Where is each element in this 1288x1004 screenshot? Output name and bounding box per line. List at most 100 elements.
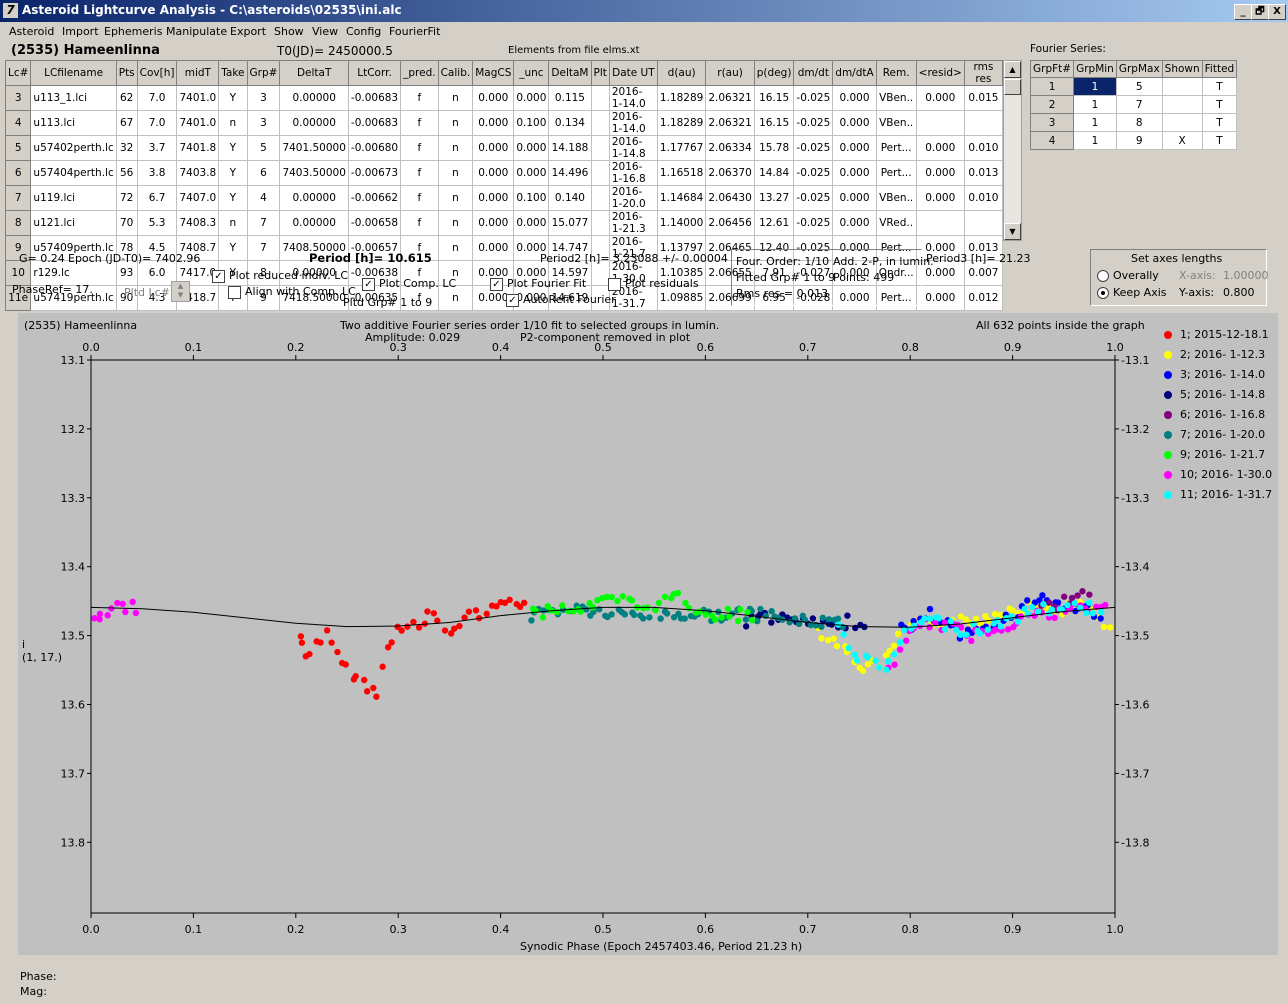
lc-cell[interactable]: 2016- 1-14.8 xyxy=(608,135,658,161)
lc-cell[interactable]: 14.619 xyxy=(548,285,592,311)
lc-cell[interactable]: n xyxy=(437,135,474,161)
fourier-cell[interactable]: X xyxy=(1161,131,1203,150)
fourier-cell[interactable] xyxy=(1161,95,1203,114)
lc-cell[interactable]: 0.00000 xyxy=(279,185,349,211)
lc-cell[interactable]: 7 xyxy=(246,235,281,261)
lc-cell[interactable]: 0.134 xyxy=(548,110,592,136)
lc-col-header[interactable]: DeltaT xyxy=(279,60,349,86)
lc-cell[interactable]: 6.95 xyxy=(753,285,795,311)
lc-cell[interactable]: 2.06370 xyxy=(705,160,755,186)
lc-col-header[interactable]: Grp# xyxy=(246,60,281,86)
lc-col-header[interactable]: dm/dtA xyxy=(832,60,877,86)
lc-cell[interactable] xyxy=(590,110,610,136)
fourier-cell[interactable]: T xyxy=(1201,95,1238,114)
lc-row-header[interactable]: 6 xyxy=(4,160,32,186)
keep-axis-radio[interactable]: Keep Axis xyxy=(1097,286,1167,299)
fourier-cell[interactable]: 5 xyxy=(1115,77,1163,96)
lc-cell[interactable]: 14.597 xyxy=(548,260,592,286)
lc-cell[interactable]: 0.00000 xyxy=(279,210,349,236)
fourier-cell[interactable] xyxy=(1161,77,1203,96)
lc-cell[interactable] xyxy=(963,210,1004,236)
menu-view[interactable]: View xyxy=(312,25,339,38)
scroll-down-icon[interactable]: ▼ xyxy=(1004,223,1021,240)
lc-cell[interactable]: 5.3 xyxy=(136,210,178,236)
lc-cell[interactable]: n xyxy=(437,235,474,261)
lc-col-header[interactable]: Take xyxy=(218,60,248,86)
lc-cell[interactable]: n xyxy=(437,160,474,186)
lc-cell[interactable]: 0.000 xyxy=(472,210,515,236)
lc-cell[interactable]: 12.61 xyxy=(753,210,795,236)
lc-row[interactable]: 3 u113_1.lci 62 7.0 7401.0 Y 3 0.00000 -0.00683 f… xyxy=(4,85,1004,111)
lc-col-header[interactable]: LCfilename xyxy=(30,60,117,86)
lc-cell[interactable]: 0.140 xyxy=(548,185,592,211)
lc-cell[interactable]: -0.00635 xyxy=(347,285,402,311)
lc-cell[interactable]: 0.000 xyxy=(832,210,877,236)
lc-cell[interactable]: 2016- 1-21.7 xyxy=(608,235,658,261)
lc-cell[interactable]: 70 xyxy=(115,210,138,236)
lc-cell[interactable]: f xyxy=(400,260,439,286)
lc-cell[interactable]: 0.115 xyxy=(548,85,592,111)
lc-cell[interactable]: 7401.8 xyxy=(176,135,220,161)
lc-col-header[interactable]: DeltaM xyxy=(548,60,592,86)
lc-cell[interactable]: 1.09885 xyxy=(656,285,707,311)
lc-cell[interactable]: -0.025 xyxy=(793,110,834,136)
lc-cell[interactable]: -0.00657 xyxy=(347,235,402,261)
lc-cell[interactable]: 14.188 xyxy=(548,135,592,161)
lc-cell[interactable]: Pert... xyxy=(875,285,917,311)
lc-cell[interactable]: -0.00683 xyxy=(347,110,402,136)
lc-cell[interactable]: 0.000 xyxy=(513,85,550,111)
lc-cell[interactable]: Y xyxy=(218,235,248,261)
lc-row[interactable]: 6 u57404perth.lc 56 3.8 7403.8 Y 6 7403.50000 -0… xyxy=(4,160,1004,186)
lc-cell[interactable]: -0.025 xyxy=(793,185,834,211)
lc-cell[interactable]: 2.06321 xyxy=(705,85,755,111)
lc-cell[interactable]: 0.000 xyxy=(832,260,877,286)
lc-cell[interactable]: 62 xyxy=(115,85,138,111)
lc-cell[interactable]: 0.000 xyxy=(472,85,515,111)
lc-cell[interactable]: u57402perth.lc xyxy=(30,135,117,161)
lc-col-header[interactable]: Calib. xyxy=(437,60,474,86)
lc-cell[interactable]: 15.78 xyxy=(753,135,795,161)
lc-cell[interactable]: n xyxy=(218,210,248,236)
table-scrollbar[interactable]: ▲ ▼ xyxy=(1003,60,1022,241)
fourier-cell[interactable]: T xyxy=(1201,113,1238,132)
lc-cell[interactable]: f xyxy=(400,210,439,236)
lc-cell[interactable]: -0.027 xyxy=(793,260,834,286)
lc-cell[interactable]: VBen.. xyxy=(875,85,917,111)
lc-row-header[interactable]: 10 xyxy=(4,260,32,286)
lc-row[interactable]: 8 u121.lci 70 5.3 7408.3 n 7 0.00000 -0.00658 f n 0… xyxy=(4,210,1004,236)
fourier-row-header[interactable]: 2 xyxy=(1029,95,1075,114)
fourier-row-header[interactable]: 1 xyxy=(1029,77,1075,96)
lc-cell[interactable]: Y xyxy=(218,85,248,111)
lc-cell[interactable]: -0.025 xyxy=(793,160,834,186)
lc-cell[interactable]: n xyxy=(437,210,474,236)
lc-cell[interactable]: u113_1.lci xyxy=(30,85,117,111)
lc-cell[interactable]: u113.lci xyxy=(30,110,117,136)
lc-cell[interactable]: 2016- 1-14.0 xyxy=(608,110,658,136)
pltd-lc-spinner[interactable]: ▲ ▼ xyxy=(171,281,190,302)
lc-cell[interactable] xyxy=(915,110,965,136)
lc-col-header[interactable]: Lc# xyxy=(4,60,32,86)
lc-cell[interactable]: Pert... xyxy=(875,135,917,161)
lc-cell[interactable]: 2.06321 xyxy=(705,110,755,136)
lc-cell[interactable]: 7401.0 xyxy=(176,85,220,111)
lc-cell[interactable]: 0.000 xyxy=(915,185,965,211)
lc-col-header[interactable]: Date UT xyxy=(608,60,658,86)
align-comp-checkbox[interactable]: Align with Comp. LC xyxy=(228,285,356,299)
lc-cell[interactable]: 7.0 xyxy=(136,110,178,136)
lc-cell[interactable]: 0.000 xyxy=(832,285,877,311)
lc-col-header[interactable]: d(au) xyxy=(656,60,707,86)
lc-cell[interactable] xyxy=(590,85,610,111)
lc-col-header[interactable]: MagCS xyxy=(472,60,515,86)
lc-cell[interactable]: 7401.0 xyxy=(176,110,220,136)
lc-cell[interactable]: 0.012 xyxy=(963,285,1004,311)
lc-cell[interactable]: 0.000 xyxy=(832,235,877,261)
lc-cell[interactable]: 0.00000 xyxy=(279,260,349,286)
lc-cell[interactable]: f xyxy=(400,135,439,161)
lc-cell[interactable]: 13.27 xyxy=(753,185,795,211)
lc-cell[interactable]: -0.00662 xyxy=(347,185,402,211)
lc-cell[interactable]: 0.013 xyxy=(963,160,1004,186)
fourier-cell[interactable]: 1 xyxy=(1073,131,1117,150)
lc-cell[interactable]: 16.15 xyxy=(753,85,795,111)
lc-col-header[interactable]: _pred. xyxy=(400,60,439,86)
lc-cell[interactable]: u57409perth.lc xyxy=(30,235,117,261)
